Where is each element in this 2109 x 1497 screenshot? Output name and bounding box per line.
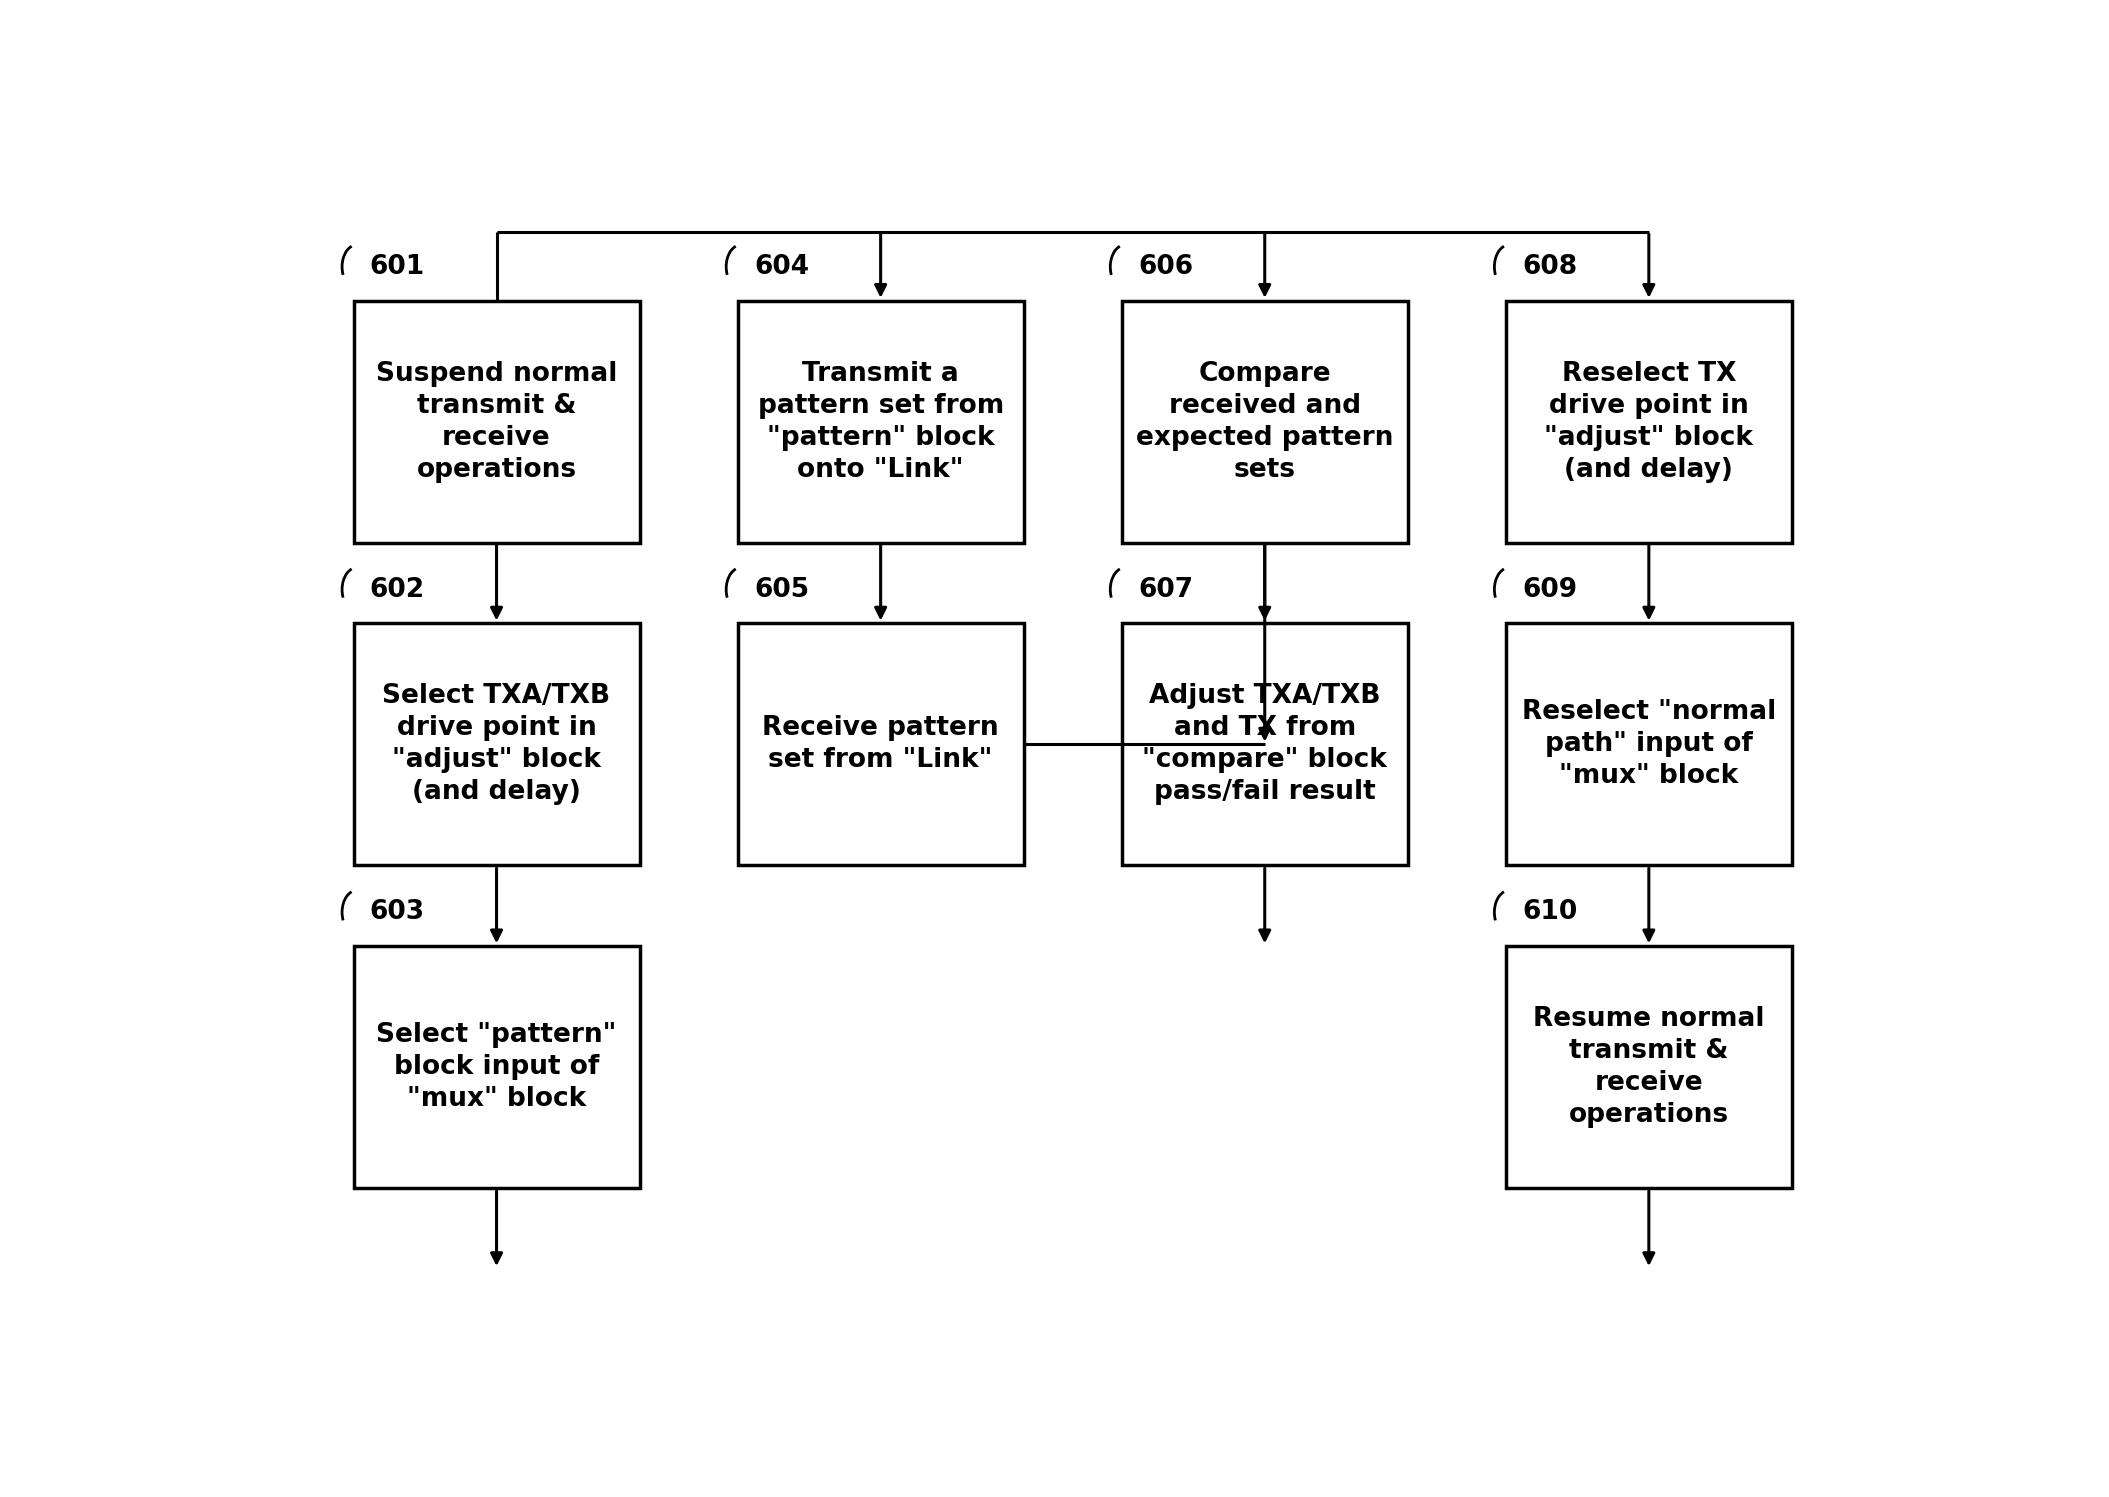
FancyBboxPatch shape	[1122, 623, 1409, 865]
Text: 604: 604	[755, 254, 810, 280]
Text: 605: 605	[755, 576, 810, 603]
FancyBboxPatch shape	[1506, 301, 1793, 543]
Text: 607: 607	[1139, 576, 1194, 603]
Text: 606: 606	[1139, 254, 1194, 280]
FancyBboxPatch shape	[1506, 623, 1793, 865]
FancyBboxPatch shape	[354, 623, 639, 865]
FancyBboxPatch shape	[738, 623, 1023, 865]
Text: Compare
received and
expected pattern
sets: Compare received and expected pattern se…	[1137, 361, 1394, 482]
FancyBboxPatch shape	[738, 301, 1023, 543]
Text: 603: 603	[369, 900, 426, 925]
FancyBboxPatch shape	[354, 301, 639, 543]
Text: Adjust TXA/TXB
and TX from
"compare" block
pass/fail result: Adjust TXA/TXB and TX from "compare" blo…	[1143, 684, 1388, 805]
Text: Resume normal
transmit &
receive
operations: Resume normal transmit & receive operati…	[1533, 1006, 1765, 1129]
Text: Select "pattern"
block input of
"mux" block: Select "pattern" block input of "mux" bl…	[375, 1022, 616, 1112]
FancyBboxPatch shape	[1122, 301, 1409, 543]
Text: Transmit a
pattern set from
"pattern" block
onto "Link": Transmit a pattern set from "pattern" bl…	[757, 361, 1004, 482]
Text: 602: 602	[369, 576, 426, 603]
Text: Reselect TX
drive point in
"adjust" block
(and delay): Reselect TX drive point in "adjust" bloc…	[1544, 361, 1753, 482]
Text: Receive pattern
set from "Link": Receive pattern set from "Link"	[761, 716, 1000, 774]
Text: 608: 608	[1523, 254, 1578, 280]
Text: 610: 610	[1523, 900, 1578, 925]
Text: 601: 601	[369, 254, 426, 280]
Text: Reselect "normal
path" input of
"mux" block: Reselect "normal path" input of "mux" bl…	[1523, 699, 1776, 789]
Text: Select TXA/TXB
drive point in
"adjust" block
(and delay): Select TXA/TXB drive point in "adjust" b…	[382, 684, 612, 805]
FancyBboxPatch shape	[1506, 946, 1793, 1189]
FancyBboxPatch shape	[354, 946, 639, 1189]
Text: 609: 609	[1523, 576, 1578, 603]
Text: Suspend normal
transmit &
receive
operations: Suspend normal transmit & receive operat…	[375, 361, 618, 482]
